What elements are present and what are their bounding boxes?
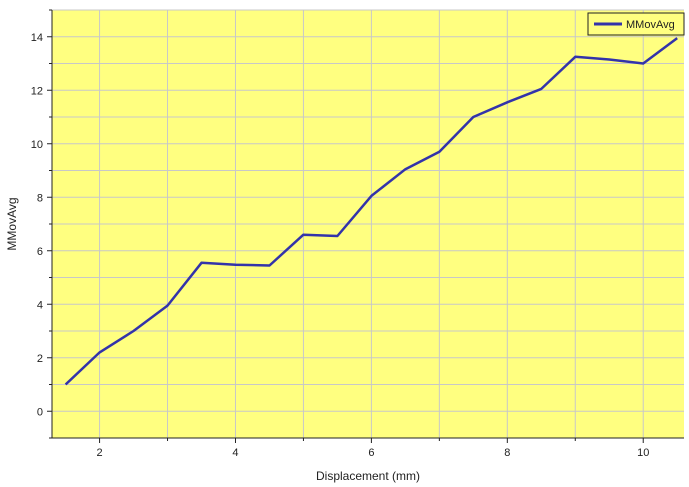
x-tick-label: 2 — [97, 447, 103, 459]
x-tick-label: 6 — [368, 447, 374, 459]
y-tick-label: 14 — [31, 32, 43, 44]
series — [64, 37, 678, 386]
x-tick-label: 4 — [232, 447, 238, 459]
grid-lines — [52, 9, 684, 439]
y-tick-label: 8 — [37, 192, 43, 204]
x-tick-label: 10 — [637, 447, 649, 459]
y-axis-title: MMovAvg — [5, 197, 19, 250]
legend-label: MMovAvg — [626, 19, 675, 31]
y-tick-label: 10 — [31, 139, 43, 151]
y-tick-label: 2 — [37, 353, 43, 365]
y-tick-label: 12 — [31, 85, 43, 97]
series-line-mmovavg — [64, 37, 678, 386]
ticks: 2 4 6 8 10 0 2 4 6 8 10 12 14 — [31, 9, 649, 459]
y-tick-label: 4 — [37, 299, 43, 311]
y-tick-label: 0 — [37, 406, 43, 418]
legend: MMovAvg — [587, 12, 685, 36]
x-axis-title: Displacement (mm) — [316, 469, 420, 483]
x-tick-label: 8 — [504, 447, 510, 459]
legend-box — [587, 12, 685, 36]
y-tick-label: 6 — [37, 246, 43, 258]
